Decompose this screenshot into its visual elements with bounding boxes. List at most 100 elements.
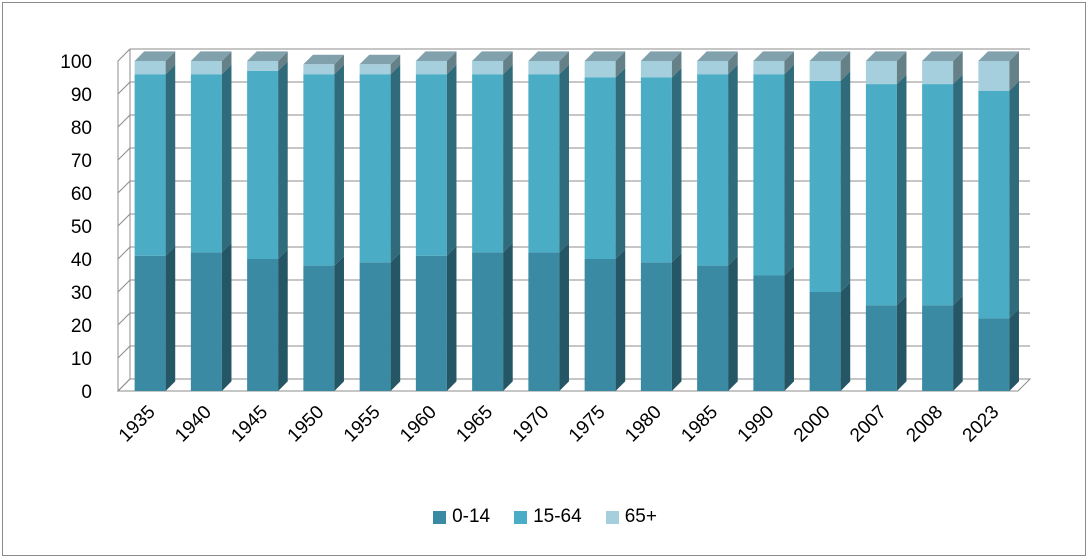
bar-top xyxy=(809,51,851,61)
bar-side xyxy=(559,64,569,253)
bar-side xyxy=(503,64,513,253)
y-tick-label: 90 xyxy=(71,85,92,106)
legend-item: 0-14 xyxy=(433,506,490,528)
bar-front xyxy=(922,61,954,85)
bar-15-64-1975 xyxy=(584,67,626,260)
y-tick-label: 20 xyxy=(71,316,92,337)
bar-15-64-1965 xyxy=(472,64,513,253)
bar-65plus-2007 xyxy=(865,51,907,85)
bar-front xyxy=(528,74,560,253)
bar-front xyxy=(978,90,1010,319)
bar-15-64-2008 xyxy=(922,74,963,306)
bar-side xyxy=(390,64,401,263)
x-tick-label: 1985 xyxy=(677,402,722,447)
bar-front xyxy=(528,61,560,75)
bar-side xyxy=(840,282,851,391)
bar-front xyxy=(809,61,841,81)
bar-front xyxy=(134,61,166,75)
bar-top xyxy=(978,51,1019,61)
bar-front xyxy=(753,74,785,276)
bar-front xyxy=(190,74,222,253)
bar-65plus-1960 xyxy=(415,51,457,75)
bar-15-64-1990 xyxy=(753,64,794,276)
gridline-side-40 xyxy=(117,246,131,260)
legend-swatch xyxy=(514,510,528,524)
bar-side xyxy=(221,242,232,391)
bar-side xyxy=(165,246,176,391)
bar-0-14-1935 xyxy=(134,246,176,391)
gridline-side-20 xyxy=(117,312,131,326)
bar-65plus-1975 xyxy=(584,51,626,78)
gridline-side-50 xyxy=(117,213,131,227)
y-tick-label: 80 xyxy=(71,118,92,139)
legend-item: 65+ xyxy=(605,506,657,528)
bar-65plus-1950 xyxy=(303,54,344,75)
bar-front xyxy=(472,252,504,391)
bar-front xyxy=(415,255,447,391)
bar-0-14-2023 xyxy=(978,308,1019,391)
bar-front xyxy=(359,74,391,263)
bar-15-64-1960 xyxy=(415,64,457,256)
bar-15-64-1935 xyxy=(134,64,176,256)
bar-front xyxy=(978,61,1010,91)
bar-side xyxy=(390,54,401,75)
gridline-side-10 xyxy=(117,345,131,359)
bar-15-64-1985 xyxy=(697,64,738,266)
bar-15-64-1945 xyxy=(247,61,288,260)
bar-front xyxy=(247,70,279,260)
bar-top xyxy=(134,51,176,61)
bar-0-14-1940 xyxy=(190,242,232,391)
bar-front xyxy=(134,255,166,391)
bar-top xyxy=(415,51,457,61)
bar-front xyxy=(247,259,279,391)
bar-side xyxy=(953,74,963,306)
bar-side xyxy=(896,295,907,391)
bar-front xyxy=(584,259,616,391)
bar-side xyxy=(165,51,176,75)
bar-65plus-2023 xyxy=(978,51,1019,91)
bar-top xyxy=(640,51,682,61)
x-tick-label: 1980 xyxy=(621,402,666,447)
bar-15-64-1955 xyxy=(359,64,401,263)
x-tick-label: 1945 xyxy=(227,402,272,447)
bar-front xyxy=(697,265,729,391)
bar-front xyxy=(359,262,391,391)
bar-front xyxy=(978,318,1010,391)
bar-side xyxy=(671,67,682,263)
bar-65plus-1940 xyxy=(190,51,232,75)
bar-side xyxy=(615,67,626,260)
bar-side xyxy=(278,249,288,391)
legend-label: 0-14 xyxy=(452,506,491,527)
bar-15-64-1950 xyxy=(303,64,344,266)
x-tick-label: 1950 xyxy=(284,402,329,447)
bar-65plus-1965 xyxy=(472,51,513,75)
legend-label: 15-64 xyxy=(533,506,582,527)
y-tick-label: 30 xyxy=(71,283,92,304)
bar-front xyxy=(190,252,222,391)
bar-side xyxy=(784,64,794,276)
bar-top xyxy=(922,51,963,61)
y-tick-label: 50 xyxy=(71,217,92,238)
bar-side xyxy=(221,51,232,75)
bar-side xyxy=(784,51,794,75)
bar-front xyxy=(303,74,335,266)
bar-0-14-2000 xyxy=(809,282,851,391)
bar-0-14-1950 xyxy=(303,256,344,391)
gridline-side-100 xyxy=(117,48,131,62)
bar-top xyxy=(528,51,569,61)
bar-side xyxy=(503,51,513,75)
gridline-side-80 xyxy=(117,114,131,128)
bar-0-14-2008 xyxy=(922,295,963,391)
bar-0-14-2007 xyxy=(865,295,907,391)
y-tick-label: 10 xyxy=(71,349,92,370)
bar-front xyxy=(922,305,954,391)
y-tick-label: 0 xyxy=(81,382,92,403)
bar-top xyxy=(247,51,288,61)
bar-front xyxy=(415,74,447,256)
bar-side xyxy=(615,51,626,78)
bar-0-14-1970 xyxy=(528,242,569,391)
bar-top xyxy=(359,54,401,65)
bar-side xyxy=(559,51,569,75)
gridline-side-60 xyxy=(117,180,131,194)
